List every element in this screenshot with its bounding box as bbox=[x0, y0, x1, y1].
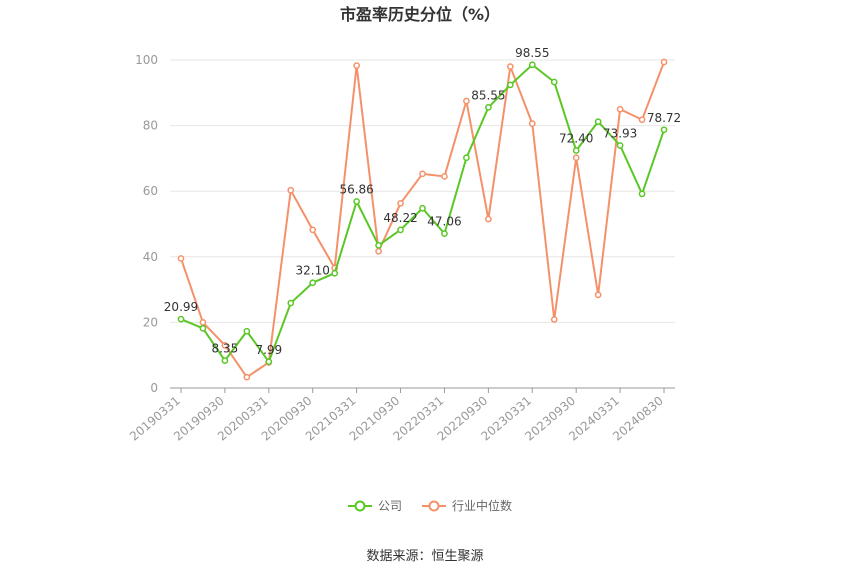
legend-item-1[interactable]: 行业中位数 bbox=[422, 498, 512, 513]
data-label: 47.06 bbox=[427, 215, 461, 229]
legend[interactable]: 公司 行业中位数 bbox=[348, 498, 512, 513]
y-tick-label: 20 bbox=[143, 315, 158, 329]
data-point[interactable] bbox=[309, 226, 317, 234]
data-point[interactable] bbox=[353, 62, 360, 69]
data-point[interactable] bbox=[638, 190, 646, 198]
data-label: 98.55 bbox=[515, 46, 549, 60]
series-line-1 bbox=[180, 61, 665, 379]
y-tick-label: 100 bbox=[135, 53, 158, 67]
data-point[interactable] bbox=[506, 81, 514, 89]
data-label: 8.35 bbox=[212, 342, 239, 356]
data-point[interactable] bbox=[660, 58, 668, 66]
data-point[interactable] bbox=[397, 226, 404, 234]
data-label: 85.55 bbox=[471, 88, 505, 102]
data-point[interactable] bbox=[616, 142, 624, 149]
legend-label: 行业中位数 bbox=[452, 498, 512, 513]
data-point[interactable] bbox=[287, 186, 295, 194]
data-point[interactable] bbox=[375, 247, 382, 255]
data-point[interactable] bbox=[287, 299, 295, 307]
data-point[interactable] bbox=[506, 63, 514, 70]
data-label: 56.86 bbox=[339, 182, 373, 196]
data-point[interactable] bbox=[353, 198, 360, 205]
axes: 0204060801002019033120190930202003312020… bbox=[127, 53, 675, 444]
data-point[interactable] bbox=[528, 120, 536, 127]
data-point[interactable] bbox=[485, 104, 492, 111]
data-point[interactable] bbox=[375, 241, 382, 249]
grid-lines bbox=[170, 59, 675, 323]
chart-title: 市盈率历史分位（%） bbox=[340, 5, 500, 24]
data-point[interactable] bbox=[331, 269, 339, 277]
data-point[interactable] bbox=[177, 255, 185, 262]
data-label: 20.99 bbox=[164, 300, 198, 314]
data-label: 78.72 bbox=[647, 111, 681, 125]
data-point[interactable] bbox=[485, 215, 492, 223]
data-label: 7.99 bbox=[255, 343, 282, 357]
data-point[interactable] bbox=[309, 279, 317, 287]
data-point[interactable] bbox=[572, 147, 580, 154]
data-point[interactable] bbox=[594, 118, 602, 126]
data-point[interactable] bbox=[243, 327, 251, 335]
data-point[interactable] bbox=[441, 173, 448, 180]
data-source: 数据来源：恒生聚源 bbox=[366, 549, 483, 564]
data-point[interactable] bbox=[177, 315, 185, 323]
legend-label: 公司 bbox=[378, 499, 402, 513]
data-point[interactable] bbox=[616, 105, 624, 113]
data-point[interactable] bbox=[594, 291, 602, 299]
y-tick-label: 0 bbox=[150, 381, 158, 395]
legend-swatch-marker bbox=[354, 500, 366, 512]
data-point[interactable] bbox=[550, 316, 558, 323]
data-point[interactable] bbox=[550, 78, 558, 86]
data-point[interactable] bbox=[199, 319, 207, 326]
y-tick-label: 80 bbox=[143, 119, 158, 133]
data-point[interactable] bbox=[441, 230, 448, 237]
data-point[interactable] bbox=[419, 170, 426, 178]
data-point[interactable] bbox=[463, 97, 470, 105]
data-label: 73.93 bbox=[603, 127, 637, 141]
y-tick-label: 40 bbox=[143, 250, 158, 264]
data-point[interactable] bbox=[221, 342, 229, 349]
data-point[interactable] bbox=[397, 199, 404, 207]
data-point[interactable] bbox=[221, 357, 229, 364]
data-label: 32.10 bbox=[296, 264, 330, 278]
data-point[interactable] bbox=[419, 204, 426, 212]
data-point[interactable] bbox=[265, 358, 273, 366]
y-tick-label: 60 bbox=[143, 184, 158, 198]
series-layer bbox=[177, 58, 668, 381]
value-labels: 20.99 8.35 7.99 32.10 56.86 48.22 47.06 85.55 98… bbox=[164, 46, 681, 357]
data-point[interactable] bbox=[528, 61, 536, 69]
legend-item-0[interactable]: 公司 bbox=[348, 499, 402, 513]
data-point[interactable] bbox=[463, 154, 470, 162]
data-point[interactable] bbox=[660, 126, 668, 134]
data-point[interactable] bbox=[572, 154, 580, 162]
data-point[interactable] bbox=[638, 116, 646, 124]
series-line-0 bbox=[180, 63, 665, 363]
legend-swatch-marker bbox=[428, 500, 440, 512]
data-point[interactable] bbox=[243, 373, 251, 381]
data-point[interactable] bbox=[199, 324, 207, 332]
data-label: 48.22 bbox=[383, 211, 417, 225]
data-label: 72.40 bbox=[559, 132, 593, 146]
